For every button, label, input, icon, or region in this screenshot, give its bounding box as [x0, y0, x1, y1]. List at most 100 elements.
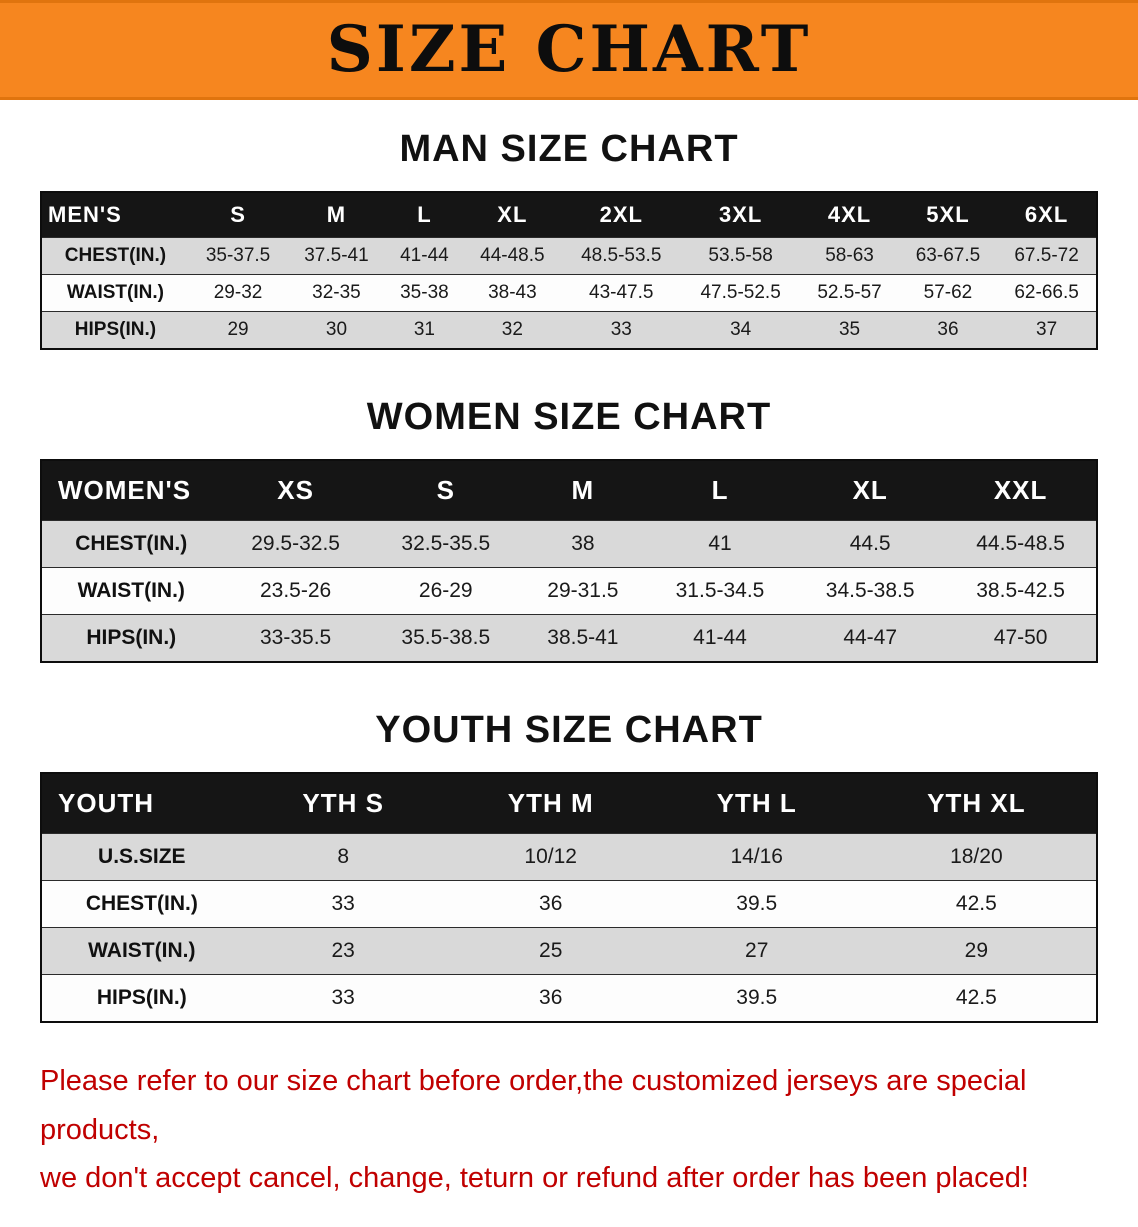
- value-cell: 44-48.5: [480, 245, 545, 266]
- value-cell: 29-31.5: [547, 579, 619, 602]
- value-cell: 32: [501, 319, 523, 340]
- banner: SIZE CHART: [0, 0, 1138, 100]
- value-cell: 38.5-42.5: [976, 579, 1065, 602]
- value-cell: 31.5-34.5: [675, 579, 765, 602]
- size-header-cell: XL: [852, 475, 888, 505]
- value-cell: 37.5-41: [304, 245, 369, 266]
- value-cell: 48.5-53.5: [581, 245, 662, 266]
- value-cell: 18/20: [950, 845, 1003, 868]
- value-cell: 39.5: [736, 986, 778, 1009]
- size-header-cell: S: [230, 202, 246, 227]
- value-cell: 32.5-35.5: [401, 532, 491, 555]
- header-row: MEN'S S M L XL 2XL 3XL 4XL 5XL 6XL: [41, 192, 1097, 238]
- page-title: SIZE CHART: [326, 12, 812, 87]
- value-cell: 38: [571, 532, 595, 555]
- value-cell: 44.5-48.5: [976, 532, 1065, 555]
- value-cell: 33-35.5: [259, 626, 332, 649]
- value-cell: 38.5-41: [547, 626, 619, 649]
- table-title-cell: YOUTH: [58, 788, 154, 818]
- value-cell: 39.5: [736, 892, 778, 915]
- size-header-cell: 4XL: [827, 202, 872, 227]
- value-cell: 33: [331, 986, 355, 1009]
- value-cell: 44.5: [849, 532, 891, 555]
- table-row: CHEST(IN.) 33 36 39.5 42.5: [41, 880, 1097, 928]
- section-women-size-chart: WOMEN SIZE CHART WOMEN'S XS S M L XL XXL CHEST(I…: [0, 396, 1138, 663]
- value-cell: 42.5: [955, 986, 997, 1009]
- value-cell: 52.5-57: [817, 282, 882, 303]
- value-cell: 34: [730, 319, 752, 340]
- row-label-cell: WAIST(IN.): [88, 939, 196, 962]
- size-header-cell: 3XL: [718, 202, 763, 227]
- value-cell: 35-37.5: [205, 245, 271, 266]
- row-label-cell: HIPS(IN.): [86, 626, 177, 649]
- size-header-cell: YTH M: [507, 788, 594, 818]
- value-cell: 38-43: [488, 282, 537, 303]
- value-cell: 62-66.5: [1014, 282, 1079, 303]
- value-cell: 32-35: [312, 282, 361, 303]
- table-title-cell: MEN'S: [48, 202, 122, 227]
- women-size-chart-heading: WOMEN SIZE CHART: [366, 396, 772, 438]
- size-header-cell: 5XL: [926, 202, 970, 227]
- value-cell: 35.5-38.5: [401, 626, 491, 649]
- table-row: CHEST(IN.) 35-37.5 37.5-41 41-44 44-48.5 48.5…: [41, 237, 1097, 275]
- value-cell: 35: [838, 319, 861, 340]
- man-size-chart-heading: MAN SIZE CHART: [399, 128, 739, 170]
- disclaimer: Please refer to our size chart before or…: [0, 1057, 1138, 1203]
- value-cell: 47.5-52.5: [700, 282, 781, 303]
- value-cell: 30: [325, 319, 348, 340]
- table-row: HIPS(IN.) 29 30 31 32 33 34 35 36 37: [41, 311, 1097, 349]
- size-header-cell: XXL: [993, 475, 1048, 505]
- size-header-cell: M: [326, 202, 347, 227]
- size-header-cell: 2XL: [599, 202, 643, 227]
- value-cell: 25: [539, 939, 563, 962]
- row-label-cell: WAIST(IN.): [66, 282, 164, 303]
- value-cell: 23.5-26: [259, 579, 332, 602]
- disclaimer-line-2: we don't accept cancel, change, teturn o…: [40, 1162, 1029, 1195]
- disclaimer-line-1: Please refer to our size chart before or…: [40, 1065, 1027, 1146]
- size-header-cell: M: [571, 475, 595, 505]
- row-label-cell: WAIST(IN.): [77, 579, 185, 602]
- value-cell: 41: [708, 532, 732, 555]
- size-header-cell: 6XL: [1024, 202, 1069, 227]
- row-label-cell: U.S.SIZE: [98, 845, 186, 868]
- size-header-cell: L: [711, 475, 729, 505]
- value-cell: 26-29: [418, 579, 473, 602]
- section-man-size-chart: MAN SIZE CHART MEN'S S M L XL 2XL 3XL 4XL 5XL 6XL C…: [0, 128, 1138, 350]
- row-label-cell: CHEST(IN.): [85, 892, 198, 915]
- value-cell: 14/16: [730, 845, 783, 868]
- header-row: WOMEN'S XS S M L XL XXL: [41, 460, 1097, 521]
- value-cell: 41-44: [400, 245, 449, 266]
- value-cell: 31: [413, 319, 435, 340]
- table-row: HIPS(IN.) 33 36 39.5 42.5: [41, 974, 1097, 1022]
- row-label-cell: HIPS(IN.): [74, 319, 157, 340]
- row-label-cell: HIPS(IN.): [96, 986, 187, 1009]
- value-cell: 37: [1036, 319, 1058, 340]
- table-title-cell: WOMEN'S: [58, 475, 192, 505]
- value-cell: 33: [610, 319, 632, 340]
- value-cell: 35-38: [400, 282, 449, 303]
- value-cell: 36: [539, 892, 563, 915]
- value-cell: 29-32: [213, 282, 263, 303]
- man-size-chart-table: MEN'S S M L XL 2XL 3XL 4XL 5XL 6XL CHEST(IN.) 35-37…: [40, 191, 1098, 350]
- size-header-cell: YTH L: [716, 788, 797, 818]
- value-cell: 63-67.5: [915, 245, 981, 266]
- row-label-cell: CHEST(IN.): [64, 245, 167, 266]
- size-header-cell: XS: [277, 475, 314, 505]
- value-cell: 8: [337, 845, 349, 868]
- value-cell: 67.5-72: [1014, 245, 1079, 266]
- value-cell: 57-62: [923, 282, 973, 303]
- value-cell: 10/12: [524, 845, 577, 868]
- charts-container: MAN SIZE CHART MEN'S S M L XL 2XL 3XL 4XL 5XL 6XL C…: [0, 128, 1138, 1023]
- header-row: YOUTH YTH S YTH M YTH L YTH XL: [41, 773, 1097, 834]
- size-header-cell: L: [417, 202, 432, 227]
- table-row: CHEST(IN.) 29.5-32.5 32.5-35.5 38 41 44.5 44.5…: [41, 520, 1097, 568]
- youth-size-chart-heading: YOUTH SIZE CHART: [375, 709, 763, 751]
- size-header-cell: YTH XL: [927, 788, 1026, 818]
- value-cell: 36: [937, 319, 959, 340]
- table-row: HIPS(IN.) 33-35.5 35.5-38.5 38.5-41 41-44 44-…: [41, 614, 1097, 662]
- size-header-cell: XL: [497, 202, 528, 227]
- value-cell: 27: [745, 939, 769, 962]
- table-row: WAIST(IN.) 23 25 27 29: [41, 927, 1097, 975]
- value-cell: 53.5-58: [708, 245, 773, 266]
